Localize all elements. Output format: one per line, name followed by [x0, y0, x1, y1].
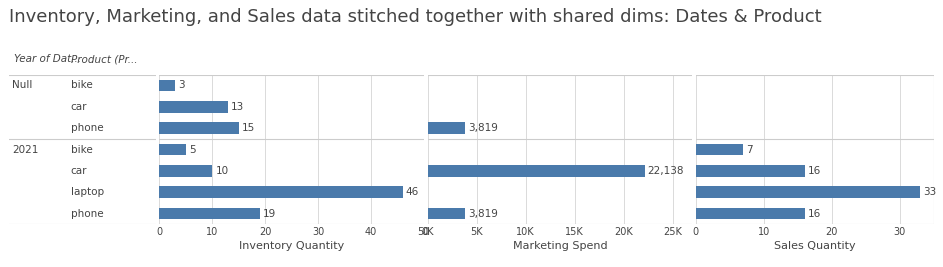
Text: 7: 7 [746, 144, 753, 155]
Bar [696, 165, 804, 177]
Text: 16: 16 [807, 209, 820, 219]
X-axis label: Marketing Spend: Marketing Spend [513, 241, 607, 251]
Bar [159, 80, 175, 91]
X-axis label: Sales Quantity: Sales Quantity [774, 241, 855, 251]
Text: 13: 13 [231, 102, 244, 112]
Text: bike: bike [71, 80, 92, 91]
Text: 22,138: 22,138 [648, 166, 685, 176]
Bar [696, 144, 743, 155]
Bar [159, 122, 239, 134]
Text: 19: 19 [263, 209, 276, 219]
Text: 3,819: 3,819 [469, 123, 498, 133]
Bar [159, 208, 260, 219]
Text: 46: 46 [405, 187, 419, 197]
Bar [159, 186, 403, 198]
Text: 33: 33 [923, 187, 936, 197]
Bar [159, 165, 212, 177]
Text: car: car [71, 102, 88, 112]
Text: 2021: 2021 [12, 144, 39, 155]
Text: 3,819: 3,819 [469, 209, 498, 219]
Bar [696, 208, 804, 219]
Text: phone: phone [71, 123, 104, 133]
Text: car: car [71, 166, 88, 176]
Text: Year of Dat...: Year of Dat... [14, 54, 81, 64]
Bar [159, 144, 186, 155]
Bar [427, 122, 465, 134]
Text: 15: 15 [242, 123, 256, 133]
Text: Inventory, Marketing, and Sales data stitched together with shared dims: Dates &: Inventory, Marketing, and Sales data sti… [9, 8, 822, 26]
Text: bike: bike [71, 144, 92, 155]
Text: Product (Pr...: Product (Pr... [71, 54, 138, 64]
Text: 10: 10 [215, 166, 228, 176]
Text: 3: 3 [178, 80, 185, 91]
Bar [159, 101, 228, 113]
Bar [427, 165, 644, 177]
Bar [696, 186, 920, 198]
Text: 5: 5 [189, 144, 195, 155]
Text: Null: Null [12, 80, 33, 91]
Text: phone: phone [71, 209, 104, 219]
Text: laptop: laptop [71, 187, 104, 197]
X-axis label: Inventory Quantity: Inventory Quantity [239, 241, 344, 251]
Text: 16: 16 [807, 166, 820, 176]
Bar [427, 208, 465, 219]
